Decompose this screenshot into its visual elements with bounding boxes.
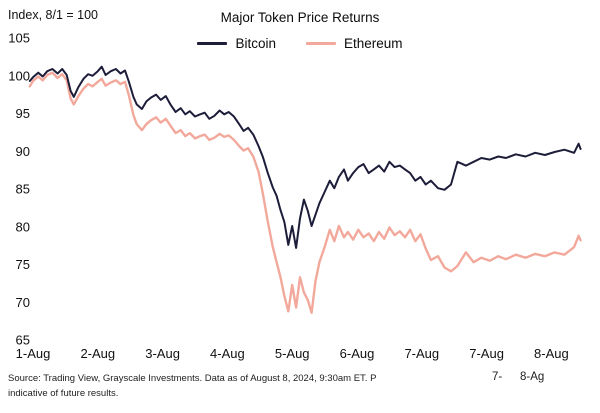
y-axis-tick-label: 95 bbox=[16, 106, 30, 121]
y-axis-tick-label: 85 bbox=[16, 182, 30, 197]
x-axis-tick-label: 5-Aug bbox=[275, 346, 310, 361]
stray-axis-label-7: 7- bbox=[492, 371, 503, 383]
legend-item-ethereum: Ethereum bbox=[306, 36, 403, 51]
bitcoin-series-line bbox=[28, 65, 582, 249]
y-axis-tick-label: 105 bbox=[8, 31, 30, 46]
y-axis-tick-label: 90 bbox=[16, 144, 30, 159]
y-axis-tick-label: 100 bbox=[8, 68, 30, 83]
chart-svg: 105 100 95 90 85 80 75 70 651-Aug 2-Aug 3-Aug 4-Aug… bbox=[8, 31, 582, 361]
x-axis-tick-label: 8-Aug bbox=[534, 346, 569, 361]
chart-legend: Bitcoin Ethereum bbox=[0, 36, 600, 51]
legend-label-bitcoin: Bitcoin bbox=[235, 36, 276, 51]
source-note-line1: Source: Trading View, Grayscale Investme… bbox=[8, 373, 377, 384]
x-axis-tick-label: 1-Aug bbox=[16, 346, 51, 361]
y-axis-tick-label: 70 bbox=[16, 295, 30, 310]
axis-index-note: Index, 8/1 = 100 bbox=[8, 8, 99, 22]
legend-label-ethereum: Ethereum bbox=[344, 36, 403, 51]
x-axis-tick-label: 6-Aug bbox=[340, 346, 375, 361]
ethereum-line-swatch-icon bbox=[306, 42, 336, 45]
x-axis-tick-label: 2-Aug bbox=[80, 346, 115, 361]
chart-title: Major Token Price Returns bbox=[220, 10, 380, 25]
x-axis-tick-label: 4-Aug bbox=[210, 346, 245, 361]
stray-axis-label-8ag: 8-Ag bbox=[520, 371, 545, 383]
legend-item-bitcoin: Bitcoin bbox=[197, 36, 276, 51]
x-axis-tick-label: 7-Aug bbox=[404, 346, 439, 361]
ethereum-series-line bbox=[28, 71, 582, 314]
source-note-line2: indicative of future results. bbox=[8, 388, 119, 399]
x-axis-tick-label: 7-Aug bbox=[469, 346, 504, 361]
x-axis-tick-label: 3-Aug bbox=[145, 346, 180, 361]
y-axis-tick-label: 75 bbox=[16, 257, 30, 272]
y-axis-tick-label: 80 bbox=[16, 219, 30, 234]
y-axis-tick-label: 65 bbox=[16, 333, 30, 348]
bitcoin-line-swatch-icon bbox=[197, 42, 228, 45]
